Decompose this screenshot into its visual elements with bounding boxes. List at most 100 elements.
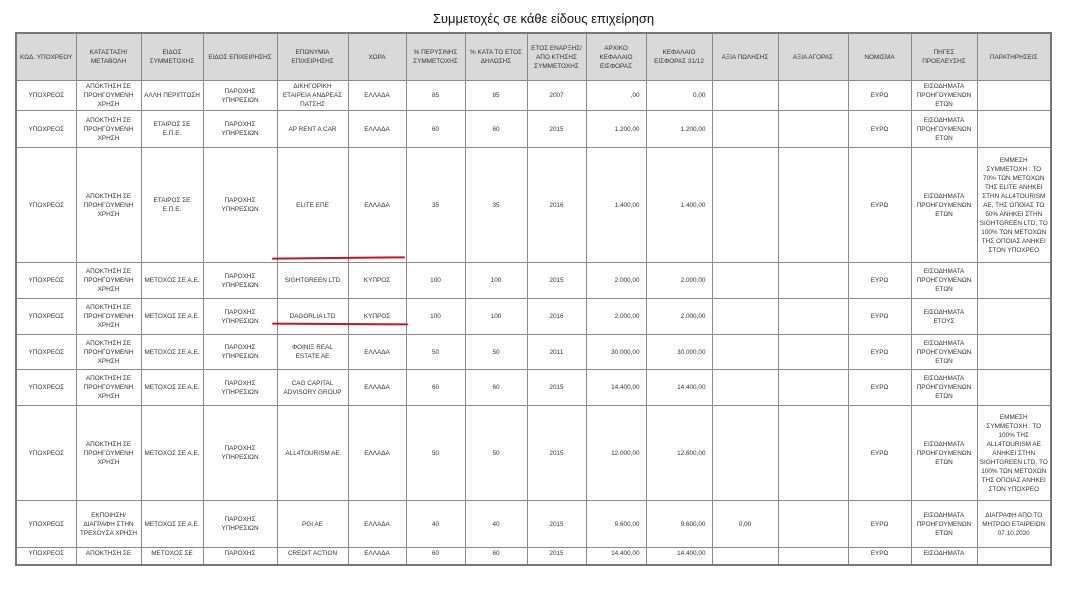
table-cell: ΥΠΟΧΡΕΟΣ — [15, 369, 77, 406]
table-cell: ΕΛΛΑΔΑ — [347, 500, 407, 548]
table-cell: ΕΥΡΩ — [847, 405, 912, 501]
table-cell: ALL4TOURISM AE — [276, 405, 349, 501]
table-cell: ΕΥΡΩ — [847, 500, 912, 548]
table-cell — [777, 80, 849, 111]
table-cell — [711, 147, 779, 263]
column-header: ΑΞΙΑ ΠΩΛΗΣΗΣ — [711, 32, 779, 81]
table-cell: ΥΠΟΧΡΕΟΣ — [15, 110, 77, 148]
table-cell: ΥΠΟΧΡΕΟΣ — [15, 405, 77, 501]
table-cell: ΥΠΟΧΡΕΟΣ — [15, 80, 77, 111]
column-header: ΧΩΡΑ — [347, 32, 407, 81]
table-cell: ΔΙΚΗΓΟΡΙΚΗ ΕΤΑΙΡΕΙΑ ΑΝΔΡΕΑΣ ΠΑΤΣΗΣ — [276, 80, 349, 111]
table-cell: DAGORLIA LTD — [276, 298, 349, 335]
table-cell: ΑΛΛΗ ΠΕΡΙΠΤΩΣΗ — [140, 80, 204, 111]
table-row: ΥΠΟΧΡΕΟΣ ΑΠΟΚΤΗΣΗ ΣΕ ΠΡΟΗΓΟΥΜΕΝΗ ΧΡΗΣΗ ΑΛΛ… — [15, 80, 1052, 111]
table-cell: 2015 — [526, 500, 587, 548]
table-cell: 2015 — [526, 405, 587, 501]
column-header: ΑΞΙΑ ΑΓΟΡΑΣ — [777, 32, 849, 81]
table-cell: 14.400,00 — [645, 369, 713, 406]
table-cell: ΕΜΜΕΣΗ ΣΥΜΜΕΤΟΧΗ : ΤΟ 70% ΤΩΝ ΜΕΤΟΧΩΝ ΤΗ… — [976, 147, 1052, 263]
table-cell: PGI AE — [276, 500, 349, 548]
table-cell: ΥΠΟΧΡΕΟΣ — [15, 298, 77, 335]
table-cell: 12.000,00 — [585, 405, 647, 501]
table-row: ΥΠΟΧΡΕΟΣ ΑΠΟΚΤΗΣΗ ΣΕ ΠΡΟΗΓΟΥΜΕΝΗ ΧΡΗΣΗ ΜΕΤ… — [15, 298, 1052, 335]
table-cell: 50 — [405, 334, 466, 370]
table-cell: ΠΑΡΟΧΗΣ ΥΠΗΡΕΣΙΩΝ — [202, 298, 278, 335]
table-cell: ΑΠΟΚΤΗΣΗ ΣΕ ΠΡΟΗΓΟΥΜΕΝΗ ΧΡΗΣΗ — [75, 80, 142, 111]
table-cell: 35 — [405, 147, 466, 263]
table-cell: ΕΥΡΩ — [847, 262, 912, 299]
table-row: ΥΠΟΧΡΕΟΣ ΑΠΟΚΤΗΣΗ ΣΕ ΠΡΟΗΓΟΥΜΕΝΗ ΧΡΗΣΗ ΕΤΑ… — [15, 147, 1052, 263]
table-cell: ΕΤΑΙΡΟΣ ΣΕ Ε.Π.Ε. — [140, 110, 204, 148]
table-row: ΥΠΟΧΡΕΟΣ ΑΠΟΚΤΗΣΗ ΣΕ ΠΡΟΗΓΟΥΜΕΝΗ ΧΡΗΣΗ ΜΕΤ… — [15, 369, 1052, 406]
table-cell: ΑΠΟΚΤΗΣΗ ΣΕ ΠΡΟΗΓΟΥΜΕΝΗ ΧΡΗΣΗ — [75, 369, 142, 406]
table-cell: ΚΥΠΡΟΣ — [347, 298, 407, 335]
table-cell: 50 — [464, 334, 528, 370]
table-cell: ΜΕΤΟΧΟΣ ΣΕ Α.Ε. — [140, 500, 204, 548]
table-row: ΥΠΟΧΡΕΟΣ ΑΠΟΚΤΗΣΗ ΣΕ ΠΡΟΗΓΟΥΜΕΝΗ ΧΡΗΣΗ ΜΕΤ… — [15, 334, 1052, 370]
table-cell: 60 — [464, 547, 528, 565]
table-cell: 2.000,00 — [585, 262, 647, 299]
table-cell: ΠΑΡΟΧΗΣ ΥΠΗΡΕΣΙΩΝ — [202, 334, 278, 370]
table-cell: 0,00 — [711, 500, 779, 548]
table-cell: ΑΠΟΚΤΗΣΗ ΣΕ ΠΡΟΗΓΟΥΜΕΝΗ ΧΡΗΣΗ — [75, 298, 142, 335]
table-cell: ΑΠΟΚΤΗΣΗ ΣΕ ΠΡΟΗΓΟΥΜΕΝΗ ΧΡΗΣΗ — [75, 334, 142, 370]
table-cell: ΠΑΡΟΧΗΣ ΥΠΗΡΕΣΙΩΝ — [202, 80, 278, 111]
table-cell: 50 — [464, 405, 528, 501]
table-cell: 1.200,00 — [645, 110, 713, 148]
table-cell — [711, 405, 779, 501]
table-cell: ΥΠΟΧΡΕΟΣ — [15, 262, 77, 299]
table-cell: ΕΥΡΩ — [847, 80, 912, 111]
column-header: ΠΑΡΑΤΗΡΗΣΕΙΣ — [976, 32, 1052, 81]
table-cell — [976, 110, 1052, 148]
table-cell — [777, 334, 849, 370]
table-cell: ΕΜΜΕΣΗ ΣΥΜΜΕΤΟΧΗ : ΤΟ 100% ΤΗΣ ALL4TOURI… — [976, 405, 1052, 501]
table-cell: ΜΕΤΟΧΟΣ ΣΕ — [140, 547, 204, 565]
table-cell — [777, 369, 849, 406]
table-cell: 14.400,00 — [645, 547, 713, 565]
table-cell: 60 — [405, 369, 466, 406]
table-cell: ΜΕΤΟΧΟΣ ΣΕ Α.Ε. — [140, 298, 204, 335]
table-cell: ΕΙΣΟΔΗΜΑΤΑ ΠΡΟΗΓΟΥΜΕΝΩΝ ΕΤΩΝ — [910, 369, 978, 406]
table-cell: 60 — [464, 110, 528, 148]
table-cell — [711, 369, 779, 406]
table-cell: ΕΛΛΑΔΑ — [347, 405, 407, 501]
table-cell — [711, 262, 779, 299]
table-cell: ΕΙΣΟΔΗΜΑΤΑ ΠΡΟΗΓΟΥΜΕΝΩΝ ΕΤΩΝ — [910, 334, 978, 370]
table-cell: ΑΠΟΚΤΗΣΗ ΣΕ ΠΡΟΗΓΟΥΜΕΝΗ ΧΡΗΣΗ — [75, 147, 142, 263]
column-header: ΚΩΔ. ΥΠΟΧΡΕΟΥ — [15, 32, 77, 81]
table-row: ΥΠΟΧΡΕΟΣ ΑΠΟΚΤΗΣΗ ΣΕ ΜΕΤΟΧΟΣ ΣΕ ΠΑΡΟΧΗΣ CRED… — [15, 547, 1052, 565]
table-cell: 9.600,00 — [645, 500, 713, 548]
table-cell: 2.000,00 — [645, 298, 713, 335]
table-cell: ΕΙΣΟΔΗΜΑΤΑ — [910, 547, 978, 565]
table-cell: 2.000,00 — [585, 298, 647, 335]
table-cell — [777, 262, 849, 299]
table-cell: ΠΑΡΟΧΗΣ ΥΠΗΡΕΣΙΩΝ — [202, 147, 278, 263]
table-cell: ELITE ΕΠΕ — [276, 147, 349, 263]
table-cell: ΕΥΡΩ — [847, 334, 912, 370]
table-cell: ΕΙΣΟΔΗΜΑΤΑ ΠΡΟΗΓΟΥΜΕΝΩΝ ΕΤΩΝ — [910, 80, 978, 111]
table-cell: 40 — [405, 500, 466, 548]
table-cell: 60 — [405, 547, 466, 565]
table-cell: ΕΥΡΩ — [847, 547, 912, 565]
table-cell — [976, 298, 1052, 335]
table-cell: 2015 — [526, 110, 587, 148]
table-cell: ΑΠΟΚΤΗΣΗ ΣΕ — [75, 547, 142, 565]
table-cell: 1.400,00 — [645, 147, 713, 263]
table-cell: 2015 — [526, 547, 587, 565]
table-cell: ΕΛΛΑΔΑ — [347, 80, 407, 111]
table-cell — [711, 334, 779, 370]
table-cell: ΕΙΣΟΔΗΜΑΤΑ ΠΡΟΗΓΟΥΜΕΝΩΝ ΕΤΩΝ — [910, 500, 978, 548]
table-cell: ΑΠΟΚΤΗΣΗ ΣΕ ΠΡΟΗΓΟΥΜΕΝΗ ΧΡΗΣΗ — [75, 110, 142, 148]
table-cell: 100 — [405, 262, 466, 299]
table-cell: 2007 — [526, 80, 587, 111]
table-cell: 100 — [464, 298, 528, 335]
table-cell: 2015 — [526, 369, 587, 406]
table-cell: ΕΚΠΟΙΗΣΗ/ΔΙΑΓΡΑΦΗ ΣΤΗΝ ΤΡΕΧΟΥΣΑ ΧΡΗΣΗ — [75, 500, 142, 548]
column-header: % ΠΕΡΥΣΙΝΗΣ ΣΥΜΜΕΤΟΧΗΣ — [405, 32, 466, 81]
page-title: Συμμετοχές σε κάθε είδους επιχείρηση — [432, 11, 655, 26]
table-cell: ΕΥΡΩ — [847, 110, 912, 148]
table-cell — [711, 80, 779, 111]
table-cell: ΕΥΡΩ — [847, 298, 912, 335]
table-cell: ΕΛΛΑΔΑ — [347, 334, 407, 370]
